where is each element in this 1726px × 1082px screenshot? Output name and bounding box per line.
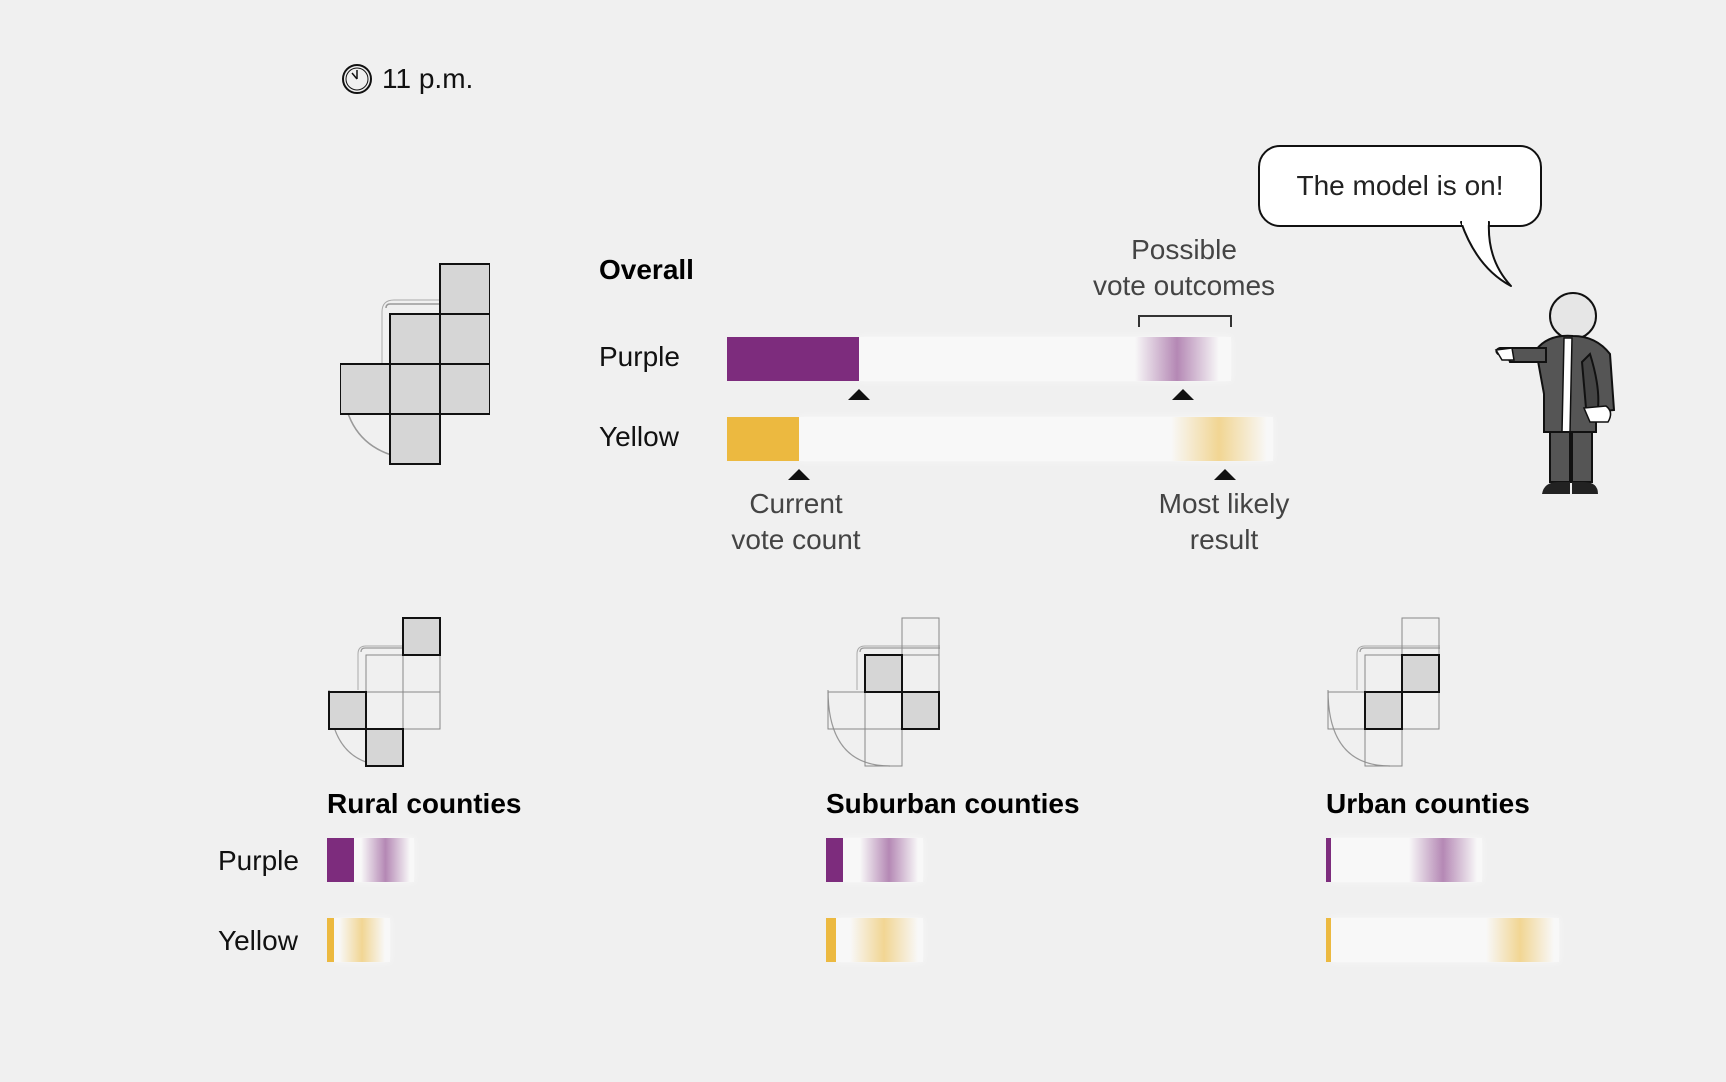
state-map-icon (827, 617, 940, 767)
rural-purple-current-count (327, 838, 354, 882)
speech-tail (1460, 221, 1512, 287)
suburban-map (826, 616, 942, 770)
urban-title: Urban counties (1326, 788, 1530, 819)
urban-purple-current-count (1326, 838, 1331, 882)
urban-purple-outcome-range (1408, 838, 1477, 882)
county-purple-label: Purple (218, 845, 299, 876)
overall-yellow-current-marker (788, 469, 810, 480)
possible-outcomes-bracket (1138, 315, 1232, 327)
suburban-title: Suburban counties (826, 788, 1080, 819)
overall-purple-bar (727, 337, 1231, 381)
overall-purple-most-likely-marker (1172, 389, 1194, 400)
suburban-yellow-current-count (826, 918, 836, 962)
rural-yellow-outcome-range (339, 918, 386, 962)
overall-yellow-outcome-range (1171, 417, 1267, 461)
state-map-icon (340, 263, 490, 465)
speech-bubble: The model is on! (1258, 145, 1542, 227)
overall-map (340, 262, 490, 466)
speech-text: The model is on! (1296, 170, 1504, 201)
possible-outcomes-line1: Possible (1131, 234, 1237, 265)
overall-yellow-most-likely-marker (1214, 469, 1236, 480)
most-likely-line2: result (1189, 524, 1259, 555)
urban-yellow-bar (1326, 918, 1560, 962)
overall-purple-current-marker (848, 389, 870, 400)
presenter-figure-icon (1494, 292, 1616, 494)
urban-yellow-current-count (1326, 918, 1331, 962)
suburban-yellow-outcome-range (850, 918, 919, 962)
suburban-purple-outcome-range (860, 838, 919, 882)
state-map-icon (328, 617, 441, 767)
overall-purple-label: Purple (599, 341, 680, 372)
timestamp: 11 p.m. (340, 62, 473, 96)
rural-title: Rural counties (327, 788, 522, 819)
urban-purple-bar (1326, 838, 1482, 882)
rural-map (327, 616, 443, 770)
possible-outcomes-label: Possible vote outcomes (1064, 232, 1304, 304)
rural-yellow-current-count (327, 918, 335, 962)
most-likely-line1: Most likely (1158, 488, 1290, 519)
clock-icon (342, 64, 372, 94)
rural-yellow-bar (327, 918, 391, 962)
possible-outcomes-line2: vote outcomes (1092, 270, 1276, 301)
timestamp-text: 11 p.m. (382, 63, 474, 94)
rural-purple-bar (327, 838, 415, 882)
county-yellow-label: Yellow (218, 925, 298, 956)
current-count-label: Current vote count (706, 486, 886, 558)
overall-yellow-current-count (727, 417, 799, 461)
current-count-line1: Current (749, 488, 843, 519)
urban-map (1326, 616, 1442, 770)
suburban-yellow-bar (826, 918, 924, 962)
suburban-purple-current-count (826, 838, 843, 882)
urban-yellow-outcome-range (1486, 918, 1555, 962)
suburban-purple-bar (826, 838, 924, 882)
overall-purple-outcome-range (1135, 337, 1219, 381)
rural-purple-outcome-range (361, 838, 410, 882)
overall-yellow-label: Yellow (599, 421, 679, 452)
overall-title: Overall (599, 254, 694, 285)
most-likely-label: Most likely result (1134, 486, 1314, 558)
overall-purple-current-count (727, 337, 859, 381)
state-map-icon (1327, 617, 1440, 767)
overall-yellow-bar (727, 417, 1273, 461)
current-count-line2: vote count (731, 524, 861, 555)
